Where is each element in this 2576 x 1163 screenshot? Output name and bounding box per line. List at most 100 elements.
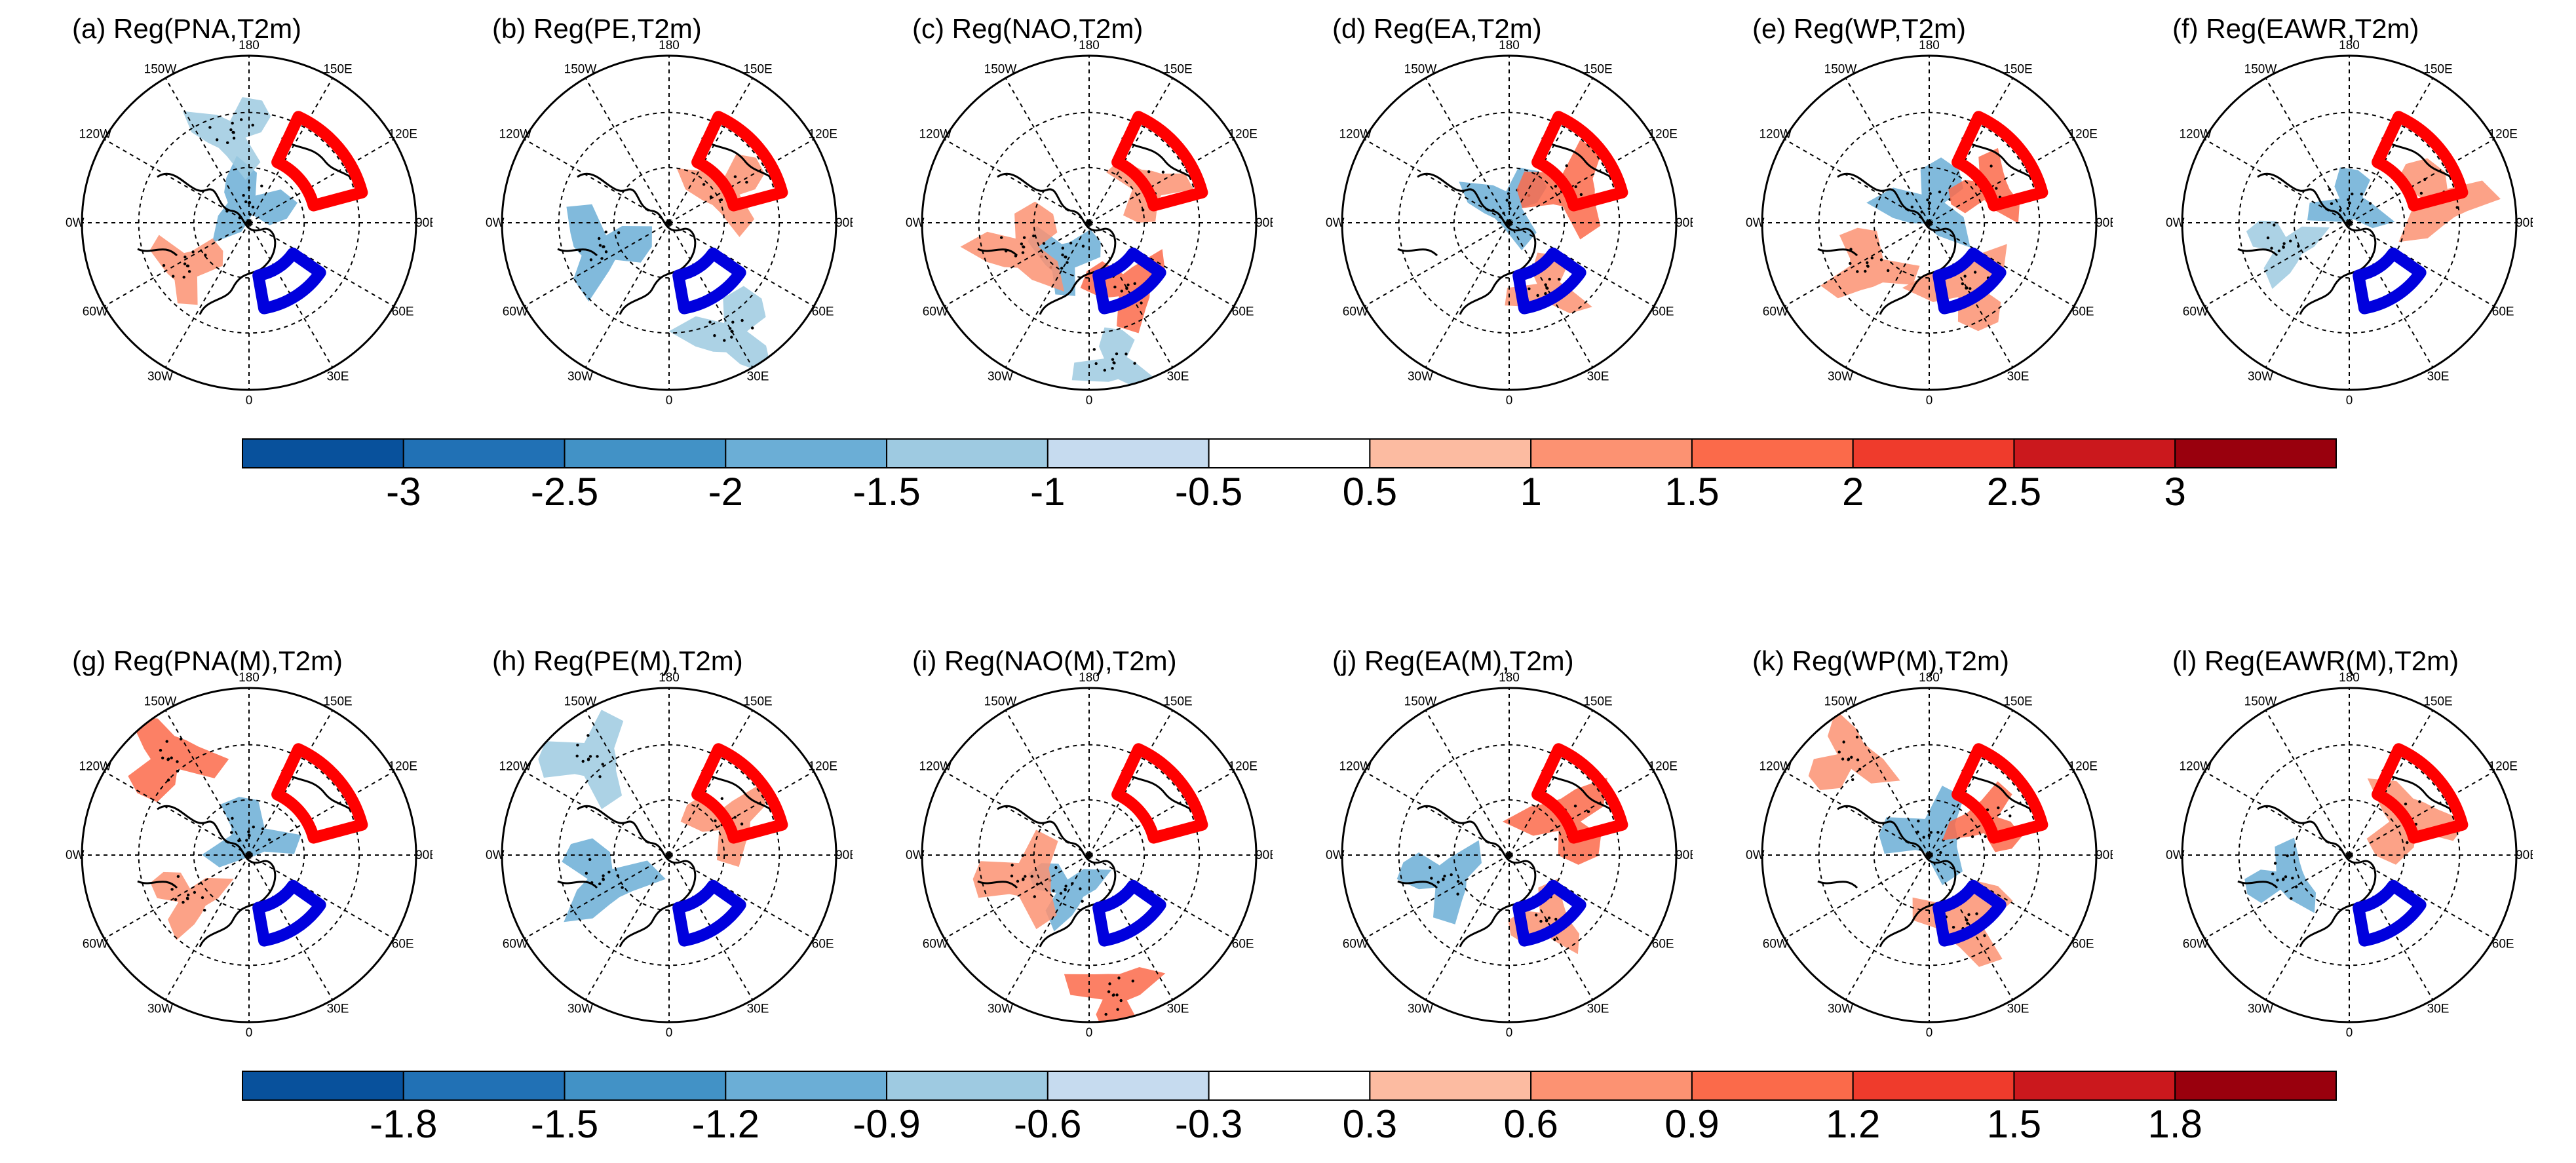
colorbar-bin <box>886 438 1048 468</box>
significance-dot <box>713 334 716 337</box>
significance-dot <box>183 262 187 265</box>
anomaly-patch <box>1879 786 1965 885</box>
significance-dot <box>1443 874 1446 878</box>
significance-dot <box>1851 778 1855 782</box>
colorbar-label: 0.3 <box>1342 1102 1398 1146</box>
colorbar-label: -0.9 <box>853 1102 921 1146</box>
anomaly-patch <box>538 710 624 809</box>
significance-dot <box>252 826 255 829</box>
significance-dot <box>2276 879 2279 882</box>
colorbar-bin <box>1852 438 2015 468</box>
longitude-label: 120E <box>1649 128 1678 142</box>
significance-dot <box>230 831 233 834</box>
significance-dot <box>229 128 233 132</box>
longitude-label: 0 <box>1926 1026 1933 1039</box>
significance-dot <box>203 909 206 912</box>
map-border <box>1761 687 2098 1023</box>
longitude-label: 90E <box>836 848 853 862</box>
map-border <box>1761 54 2098 391</box>
longitude-label: 90E <box>2096 848 2113 862</box>
significance-dot <box>251 123 254 127</box>
colorbar-label: -3 <box>386 470 421 514</box>
significance-dot <box>2339 208 2342 212</box>
longitude-label: 60E <box>2492 938 2514 951</box>
longitude-label: 0 <box>1086 394 1093 406</box>
significance-dot <box>2346 207 2350 210</box>
significance-dot <box>1107 990 1111 993</box>
longitude-label: 60E <box>1232 938 1254 951</box>
significance-dot <box>1866 261 1869 265</box>
longitude-label: 30E <box>747 1002 769 1016</box>
significance-dot <box>733 816 737 819</box>
longitude-label: 120E <box>2489 760 2518 774</box>
longitude-label: 90W <box>66 216 85 230</box>
anomaly-patch <box>668 286 773 376</box>
significance-dot <box>1545 919 1548 923</box>
significance-dot <box>1140 301 1143 305</box>
significance-dot <box>186 897 189 900</box>
significance-dot <box>245 839 248 842</box>
longitude-label: 120E <box>809 760 837 774</box>
significance-dot <box>1016 879 1020 883</box>
longitude-label: 90W <box>1746 848 1765 862</box>
longitude-label: 150E <box>2003 695 2032 708</box>
significance-dot <box>2266 236 2270 240</box>
longitude-label: 0 <box>1506 1026 1513 1039</box>
longitude-label: 60W <box>503 305 528 319</box>
polar-map: 180 150E 120E 90E 60E 30E 0 30W 60W 90W 120W 150W <box>486 672 853 1039</box>
significance-dot <box>159 748 163 752</box>
colorbar-bin <box>886 1071 1048 1101</box>
polar-map: 180 150E 120E 90E 60E 30E 0 30W 60W 90W 120W 150W <box>66 39 433 406</box>
longitude-label: 60W <box>1343 305 1368 319</box>
longitude-label: 90E <box>2096 216 2113 230</box>
significance-dot <box>730 335 733 339</box>
significance-dot <box>1856 270 1859 273</box>
significance-dot <box>2281 878 2285 881</box>
significance-dot <box>1111 358 1115 361</box>
significance-dot <box>1997 806 2000 810</box>
significance-dot <box>1081 244 1085 248</box>
significance-dot <box>1113 361 1116 365</box>
significance-dot <box>182 900 185 904</box>
significance-dot <box>1133 362 1136 365</box>
longitude-label: 120W <box>1759 760 1792 774</box>
colorbar-label: -1.5 <box>530 1102 599 1146</box>
significance-dot <box>720 797 723 800</box>
region-box-red <box>1951 111 2048 212</box>
significance-dot <box>617 231 621 235</box>
longitude-label: 120W <box>499 760 531 774</box>
colorbar-label: 1.8 <box>2147 1102 2202 1146</box>
region-box-blue <box>2353 879 2427 947</box>
significance-dot <box>602 245 606 248</box>
colorbar-label: -2 <box>708 470 743 514</box>
region-box-blue <box>252 879 326 947</box>
significance-dot <box>1866 265 1870 268</box>
region-box-blue <box>252 247 326 315</box>
longitude-label: 150W <box>2244 695 2277 708</box>
significance-dot <box>1092 348 1096 351</box>
significance-dot <box>1032 234 1035 238</box>
significance-dot <box>1069 241 1073 245</box>
anomaly-patch <box>972 829 1058 930</box>
colorbar-bin <box>564 438 727 468</box>
anomaly-patch <box>2244 837 2316 913</box>
significance-dot <box>1042 242 1046 245</box>
significance-dot <box>708 320 712 324</box>
significance-dot <box>232 131 235 134</box>
map-content <box>1342 688 1676 1022</box>
significance-dot <box>1113 285 1117 289</box>
longitude-label: 180 <box>2339 672 2360 685</box>
longitude-label: 90E <box>1676 216 1693 230</box>
anomaly-patch <box>1071 327 1159 389</box>
longitude-label: 0 <box>2346 394 2353 406</box>
longitude-label: 150W <box>144 62 177 76</box>
longitude-label: 90W <box>66 848 85 862</box>
significance-dot <box>720 198 723 202</box>
region-box-blue <box>1512 879 1586 947</box>
significance-dot <box>1986 808 1990 812</box>
colorbar-bin <box>402 438 566 468</box>
significance-dot <box>607 870 611 874</box>
longitude-label: 30E <box>327 1002 349 1016</box>
polar-map: 180 150E 120E 90E 60E 30E 0 30W 60W 90W 120W 150W <box>906 39 1273 406</box>
